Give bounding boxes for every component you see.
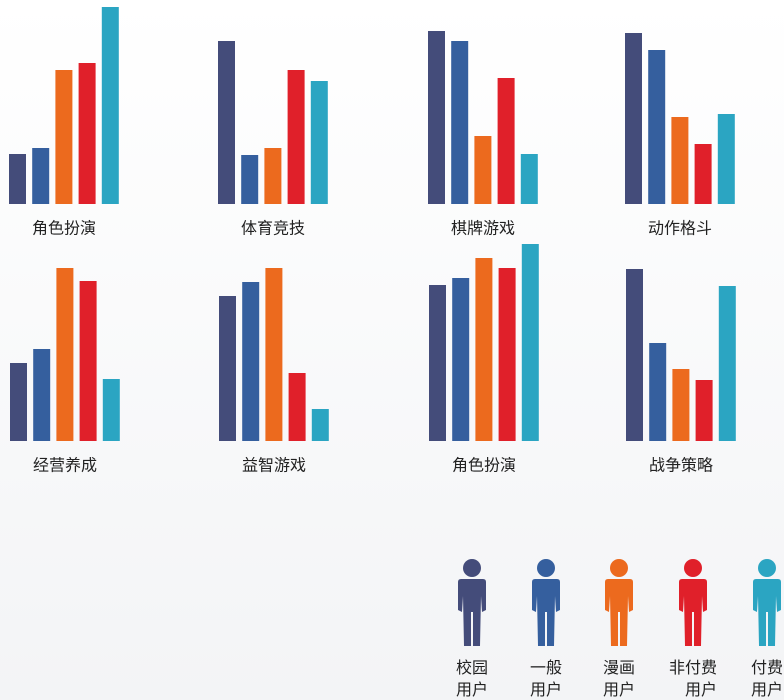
chart-title: 角色扮演 <box>452 456 516 475</box>
bar <box>429 285 446 441</box>
bar <box>102 379 120 441</box>
legend-label: 非付费用户 <box>668 658 717 699</box>
icon-head <box>610 559 628 577</box>
bar <box>717 114 735 204</box>
bar <box>694 144 712 204</box>
bar <box>10 363 27 441</box>
bar <box>101 7 119 204</box>
icon-head <box>537 559 555 577</box>
legend-icon <box>605 559 633 646</box>
bar <box>287 70 305 204</box>
bar <box>55 70 73 204</box>
bar <box>648 50 666 204</box>
icon-head <box>684 559 702 577</box>
legend-label: 付费用户 <box>750 658 783 699</box>
legend-icon <box>458 559 486 646</box>
legend-icon <box>753 559 781 646</box>
bar <box>242 282 260 441</box>
legend-icon <box>679 559 707 646</box>
bar <box>718 286 736 441</box>
bar <box>428 31 445 204</box>
bar <box>79 281 97 441</box>
bar <box>9 154 26 204</box>
chart-title: 角色扮演 <box>32 219 96 238</box>
chart-title: 体育竞技 <box>241 219 305 238</box>
legend-icon <box>532 559 560 646</box>
bar <box>311 409 329 441</box>
chart-title: 动作格斗 <box>648 219 712 238</box>
bar <box>32 148 50 204</box>
bar <box>264 148 282 204</box>
legend-label: 一般用户 <box>529 658 562 699</box>
bar <box>452 278 470 441</box>
bar <box>218 41 235 204</box>
bar <box>520 154 538 204</box>
bar <box>498 268 516 441</box>
bar <box>451 41 469 204</box>
legend-label: 校园用户 <box>455 658 488 699</box>
bar <box>265 268 283 441</box>
icon-body <box>532 579 560 646</box>
chart-title: 战争策略 <box>649 456 713 475</box>
bar <box>626 269 643 441</box>
icon-head <box>463 559 481 577</box>
bar <box>474 136 492 204</box>
icon-body <box>605 579 633 646</box>
icon-body <box>458 579 486 646</box>
bar <box>497 78 515 204</box>
chart-title: 经营养成 <box>33 456 97 475</box>
bar <box>672 369 690 441</box>
chart-title: 益智游戏 <box>242 456 306 475</box>
bar <box>310 81 328 204</box>
bar <box>475 258 493 441</box>
bar <box>521 244 539 441</box>
bar <box>241 155 259 204</box>
bar <box>78 63 96 204</box>
bar <box>33 349 51 441</box>
bar <box>625 33 642 204</box>
bar <box>671 117 689 204</box>
bar <box>219 296 236 441</box>
bar <box>56 268 74 441</box>
bar <box>288 373 306 441</box>
icon-body <box>753 579 781 646</box>
legend-label: 漫画用户 <box>602 658 635 699</box>
bar <box>649 343 667 441</box>
chart-title: 棋牌游戏 <box>451 219 515 238</box>
bar <box>695 380 713 441</box>
icon-body <box>679 579 707 646</box>
icon-head <box>758 559 776 577</box>
